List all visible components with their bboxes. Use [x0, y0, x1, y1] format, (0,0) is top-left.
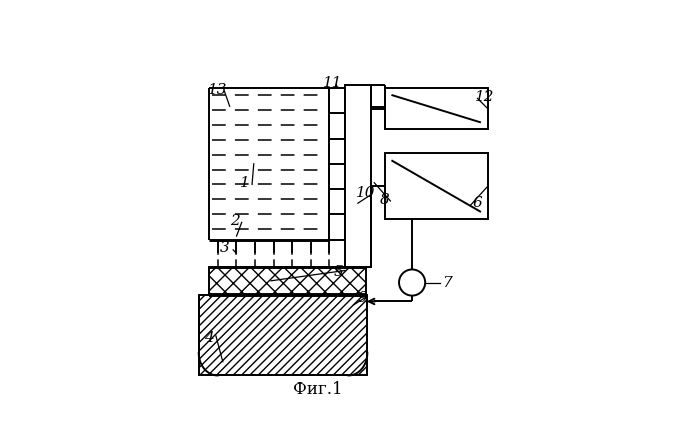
Bar: [384, 153, 488, 219]
Text: 5: 5: [333, 265, 343, 279]
Text: 13: 13: [208, 83, 228, 97]
Text: Фиг.1: Фиг.1: [293, 381, 342, 398]
Text: 9: 9: [357, 291, 367, 305]
Text: 8: 8: [379, 193, 389, 207]
Text: 3: 3: [220, 241, 230, 255]
Bar: [384, 88, 488, 129]
Text: 11: 11: [323, 76, 343, 90]
Bar: [199, 295, 368, 375]
Text: 4: 4: [204, 331, 214, 345]
Text: 1: 1: [240, 176, 250, 190]
Text: 6: 6: [473, 196, 482, 211]
Bar: [330, 88, 345, 240]
Text: 12: 12: [475, 90, 494, 104]
Text: 2: 2: [230, 214, 239, 228]
Text: 7: 7: [442, 275, 452, 290]
Bar: [209, 267, 365, 295]
Text: 10: 10: [356, 186, 375, 200]
Bar: [345, 84, 371, 267]
